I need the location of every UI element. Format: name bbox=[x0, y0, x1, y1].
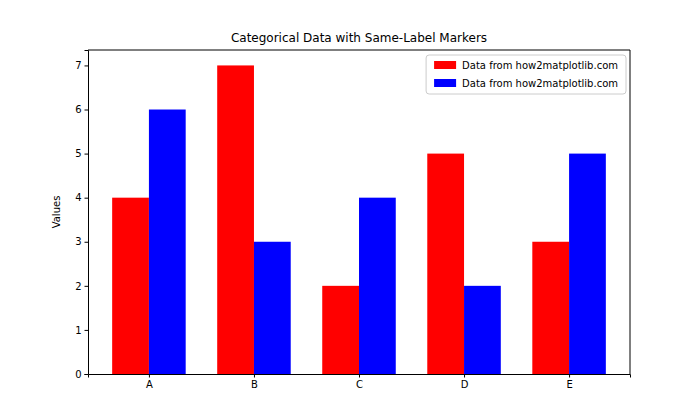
y-tick-label: 7 bbox=[75, 60, 81, 71]
y-tick-mark bbox=[85, 330, 89, 331]
x-tick-mark bbox=[569, 374, 570, 378]
x-tick: A bbox=[146, 374, 153, 390]
bar bbox=[532, 242, 569, 374]
y-tick-label: 5 bbox=[75, 148, 81, 159]
y-tick-mark bbox=[85, 154, 89, 155]
legend-item: Data from how2matplotlib.com bbox=[434, 78, 618, 89]
y-tick-mark bbox=[85, 198, 89, 199]
y-tick-label: 6 bbox=[75, 104, 81, 115]
bar bbox=[254, 242, 291, 374]
legend-box bbox=[426, 55, 626, 94]
x-axis: A B C D E bbox=[89, 374, 631, 390]
bar bbox=[322, 286, 359, 374]
legend-label: Data from how2matplotlib.com bbox=[462, 78, 618, 89]
y-label: Values bbox=[51, 196, 62, 229]
x-tick: B bbox=[251, 374, 258, 390]
y-tick-label: 2 bbox=[75, 281, 81, 292]
y-tick: 2 bbox=[75, 281, 88, 292]
bar bbox=[569, 154, 606, 374]
y-tick: 3 bbox=[75, 236, 88, 247]
y-tick-label: 4 bbox=[75, 192, 81, 203]
bar bbox=[359, 198, 396, 374]
y-tick-label: 1 bbox=[75, 325, 81, 336]
bar bbox=[427, 154, 464, 374]
bars bbox=[112, 65, 606, 374]
y-tick-mark bbox=[85, 242, 89, 243]
chart: 0 1 2 3 4 5 6 7 A B C D E Categorical Data with Same-… bbox=[0, 0, 700, 420]
legend: Data from how2matplotlib.com Data from ho… bbox=[426, 55, 626, 94]
y-tick-mark bbox=[85, 286, 89, 287]
y-tick-mark bbox=[85, 374, 89, 375]
x-tick-label: E bbox=[566, 379, 572, 390]
legend-item: Data from how2matplotlib.com bbox=[434, 60, 618, 71]
y-tick-mark bbox=[85, 110, 89, 111]
y-tick: 4 bbox=[75, 192, 88, 203]
y-tick-label: 0 bbox=[75, 369, 81, 380]
bar bbox=[112, 198, 149, 374]
frame-right bbox=[630, 50, 631, 374]
x-axis-line bbox=[89, 375, 631, 378]
plot-area: 0 1 2 3 4 5 6 7 A B C D E bbox=[75, 50, 630, 390]
legend-label: Data from how2matplotlib.com bbox=[462, 60, 618, 71]
x-tick-label: D bbox=[461, 379, 469, 390]
legend-swatch bbox=[434, 61, 456, 69]
x-tick: E bbox=[566, 374, 572, 390]
y-tick: 0 bbox=[75, 369, 88, 380]
bar bbox=[217, 65, 254, 374]
y-tick: 1 bbox=[75, 325, 88, 336]
x-tick-label: A bbox=[146, 379, 153, 390]
y-tick: 6 bbox=[75, 104, 88, 115]
frame-top bbox=[88, 50, 630, 51]
x-tick-label: C bbox=[356, 379, 363, 390]
title: Categorical Data with Same-Label Markers bbox=[231, 31, 487, 45]
x-tick: D bbox=[461, 374, 469, 390]
bar bbox=[464, 286, 501, 374]
x-tick: C bbox=[356, 374, 363, 390]
x-tick-label: B bbox=[251, 379, 258, 390]
x-tick-mark bbox=[254, 374, 255, 378]
y-tick-label: 3 bbox=[75, 236, 81, 247]
y-tick-mark bbox=[85, 65, 89, 66]
y-tick: 5 bbox=[75, 148, 88, 159]
y-axis: 0 1 2 3 4 5 6 7 bbox=[75, 51, 88, 380]
legend-swatch bbox=[434, 79, 456, 87]
y-tick: 7 bbox=[75, 60, 88, 71]
y-axis-line bbox=[85, 51, 89, 375]
x-tick-mark bbox=[359, 374, 360, 378]
bar bbox=[149, 110, 186, 374]
x-tick-mark bbox=[464, 374, 465, 378]
x-tick-mark bbox=[149, 374, 150, 378]
